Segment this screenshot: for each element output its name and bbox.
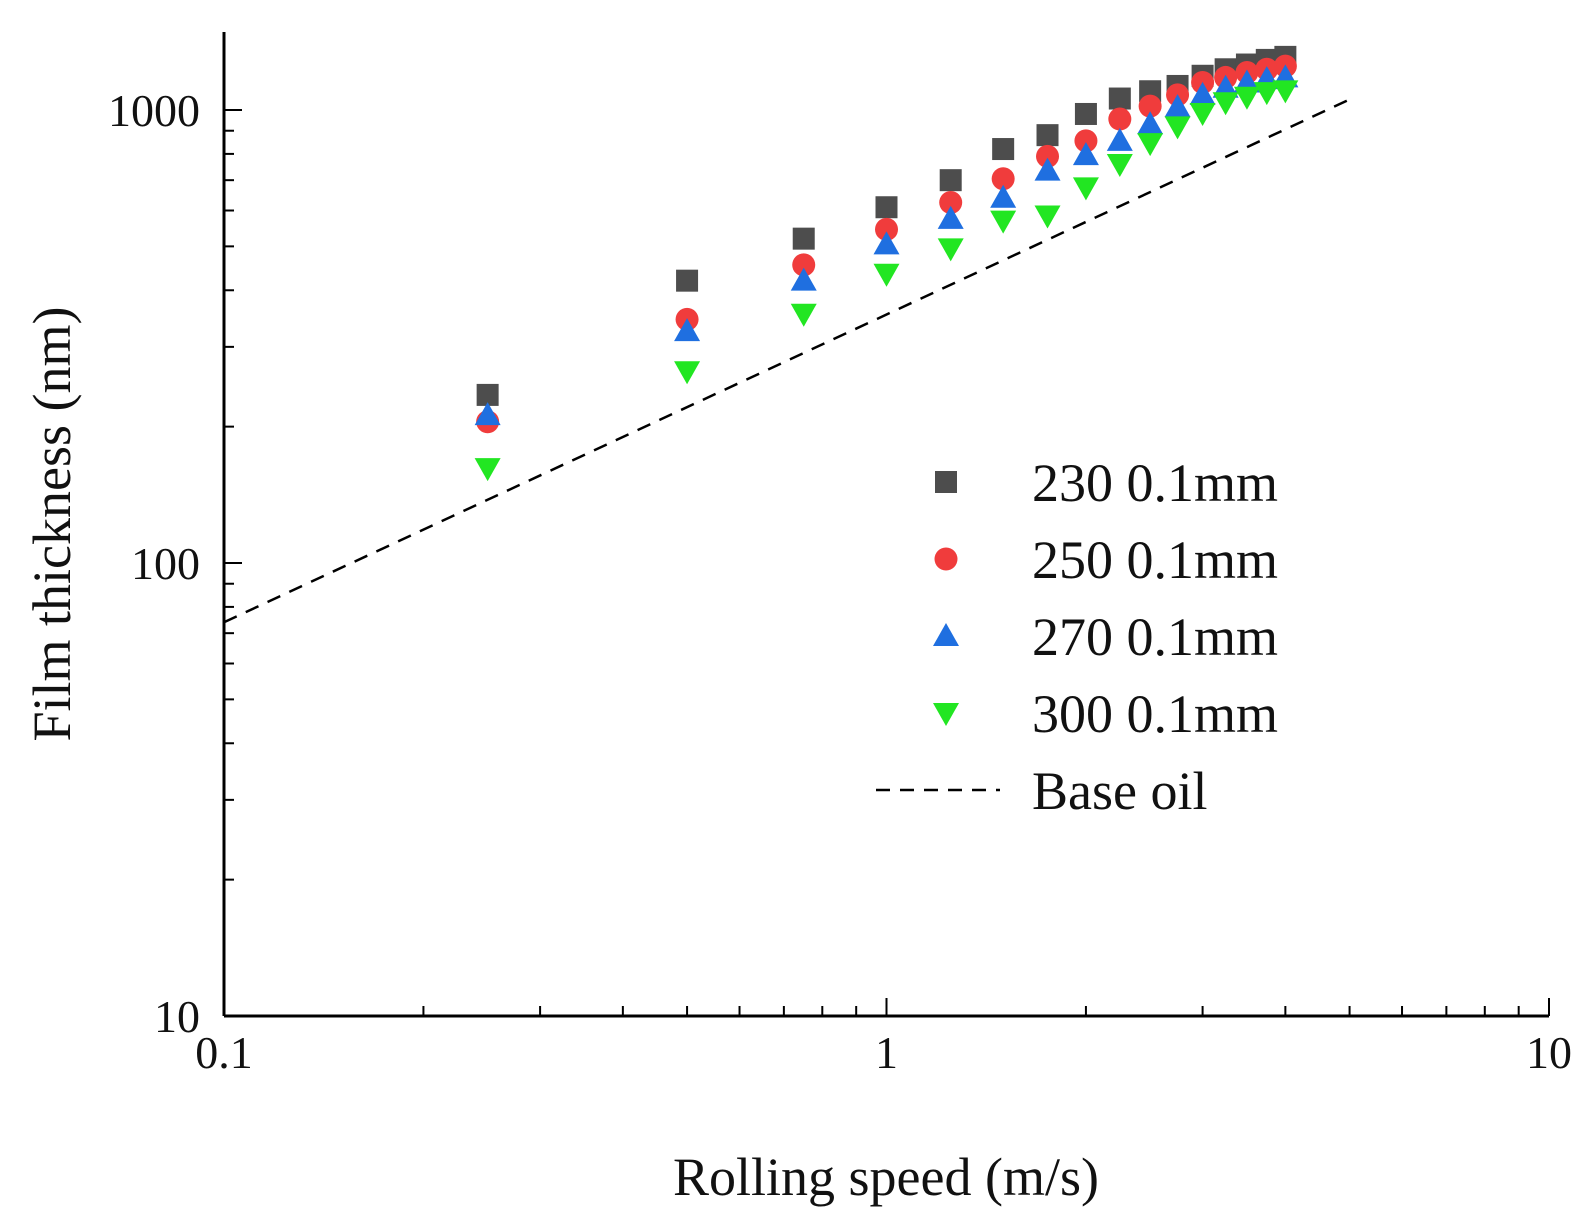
data-point: [1164, 94, 1191, 118]
data-point: [1074, 129, 1098, 153]
data-point: [674, 318, 701, 342]
data-point: [1137, 133, 1164, 157]
data-point: [873, 231, 900, 255]
legend-marker: [933, 623, 959, 646]
data-point: [1034, 157, 1061, 181]
tick-labels: 0.1 1 10 10 100 1000: [108, 85, 1572, 1078]
data-point: [939, 190, 963, 214]
legend-label: 300 0.1mm: [1032, 684, 1278, 744]
data-point: [1212, 92, 1239, 116]
data-point: [792, 253, 816, 277]
legend-label: 270 0.1mm: [1032, 607, 1278, 667]
legend-label: 230 0.1mm: [1032, 453, 1278, 513]
data-point: [991, 167, 1015, 191]
data-point: [1072, 177, 1099, 201]
data-point: [790, 303, 817, 327]
data-point: [1253, 82, 1280, 106]
data-point: [875, 196, 898, 219]
data-point: [1036, 144, 1060, 168]
x-axis-title: Rolling speed (m/s): [673, 1147, 1099, 1207]
legend-marker: [935, 471, 957, 493]
tick-marks: [223, 109, 1550, 1017]
legend-marker: [934, 547, 958, 571]
data-point: [875, 217, 898, 241]
data-point: [474, 402, 501, 426]
data-point: [1108, 87, 1131, 110]
base-oil-line: [223, 98, 1351, 624]
data-point: [1164, 116, 1191, 140]
data-point: [937, 238, 964, 262]
data-point: [1034, 205, 1061, 229]
data-point: [992, 138, 1015, 161]
axes: [222, 32, 1549, 1018]
data-point: [937, 205, 964, 229]
data-point: [990, 210, 1017, 234]
data-point: [1233, 86, 1260, 110]
data-point: [873, 263, 900, 287]
y-tick-label: 100: [131, 538, 200, 589]
data-point: [676, 269, 699, 292]
data-point: [1138, 94, 1162, 118]
data-point: [1272, 80, 1299, 104]
data-point: [1106, 127, 1133, 151]
data-point: [474, 458, 501, 482]
series-300-0-1mm: [474, 80, 1299, 482]
y-tick-label: 10: [154, 991, 200, 1042]
data-point: [1074, 102, 1097, 125]
legend-marker: [933, 703, 959, 726]
data-point: [1137, 111, 1164, 135]
data-point: [1106, 153, 1133, 177]
data-point: [1189, 81, 1216, 105]
data-point: [939, 169, 962, 192]
data-point: [790, 267, 817, 291]
data-point: [1072, 142, 1099, 166]
data-point: [476, 383, 499, 406]
y-tick-label: 1000: [108, 85, 200, 136]
data-points: [474, 45, 1299, 482]
data-point: [1036, 124, 1059, 147]
data-point: [674, 361, 701, 385]
legend-label: 250 0.1mm: [1032, 530, 1278, 590]
y-axis-title: Film thickness (nm): [22, 307, 82, 742]
series-250-0-1mm: [476, 54, 1297, 434]
data-point: [1212, 74, 1239, 98]
x-tick-label: 10: [1526, 1027, 1572, 1078]
data-point: [1108, 107, 1132, 131]
data-point: [990, 184, 1017, 208]
legend: 230 0.1mm 250 0.1mm 270 0.1mm 300 0.1mm Base…: [876, 453, 1278, 821]
data-point: [1189, 102, 1216, 126]
x-tick-label: 1: [875, 1027, 898, 1078]
legend-label: Base oil: [1032, 761, 1207, 821]
base-oil-line-group: [223, 98, 1351, 624]
data-point: [792, 227, 815, 250]
x-tick-label: 0.1: [195, 1027, 253, 1078]
